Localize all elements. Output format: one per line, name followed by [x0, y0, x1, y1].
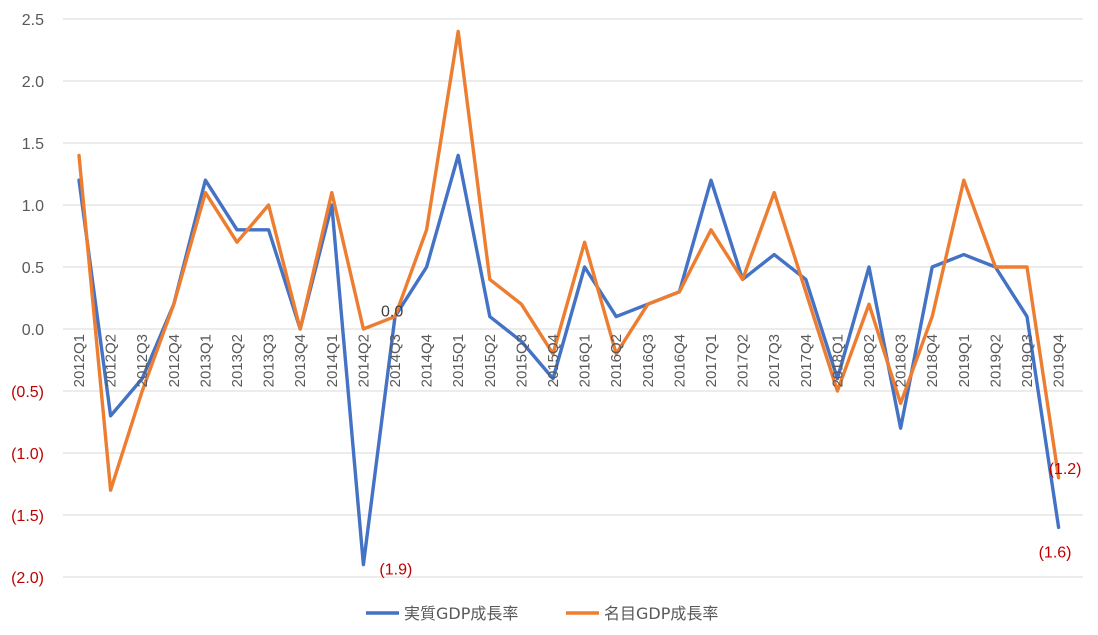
gridlines — [63, 18, 1083, 578]
y-tick-label: 0.0 — [22, 322, 44, 339]
legend-label: 実質GDP成長率 — [404, 604, 518, 623]
x-tick-label: 2015Q2 — [482, 334, 499, 387]
x-tick-label: 2014Q3 — [387, 334, 404, 387]
legend: 実質GDP成長率 名目GDP成長率 — [366, 604, 718, 623]
x-tick-label: 2013Q2 — [229, 334, 246, 387]
x-tick-label: 2018Q4 — [924, 334, 941, 387]
x-tick-label: 2013Q3 — [261, 334, 278, 387]
x-tick-label: 2017Q1 — [703, 334, 720, 387]
x-tick-label: 2013Q4 — [292, 334, 309, 387]
x-tick-label: 2016Q2 — [608, 334, 625, 387]
data-label: (1.2) — [1049, 461, 1082, 478]
data-label: 0.0 — [381, 304, 403, 321]
x-tick-label: 2012Q2 — [103, 334, 120, 387]
x-tick-label: 2014Q2 — [355, 334, 372, 387]
data-label: (1.6) — [1039, 544, 1072, 561]
x-tick-label: 2014Q4 — [419, 334, 436, 387]
x-tick-label: 2019Q4 — [1051, 334, 1068, 387]
y-tick-label: (1.0) — [11, 446, 44, 463]
y-tick-label: 1.0 — [22, 198, 44, 215]
x-tick-label: 2012Q1 — [71, 334, 88, 387]
x-tick-label: 2016Q1 — [577, 334, 594, 387]
x-tick-label: 2019Q3 — [1019, 334, 1036, 387]
x-tick-label: 2019Q1 — [956, 334, 973, 387]
x-tick-label: 2018Q2 — [861, 334, 878, 387]
series-lines — [77, 29, 1061, 567]
y-tick-label: (1.5) — [11, 508, 44, 525]
x-tick-label: 2015Q4 — [545, 334, 562, 387]
y-axis-ticks: 2.5 2.0 1.5 1.0 0.5 0.0 (0.5) (1.0) (1.5) (2.0) — [11, 12, 44, 587]
data-label: (1.9) — [379, 562, 412, 579]
series-line-real-gdp — [77, 153, 1061, 567]
y-tick-label: (0.5) — [11, 384, 44, 401]
y-tick-label: 2.5 — [22, 12, 44, 29]
y-tick-label: (2.0) — [11, 570, 44, 587]
legend-label: 名目GDP成長率 — [604, 604, 718, 623]
series-line-nominal-gdp — [77, 29, 1061, 492]
x-tick-label: 2015Q1 — [450, 334, 467, 387]
x-tick-label: 2016Q4 — [671, 334, 688, 387]
y-tick-label: 0.5 — [22, 260, 44, 277]
x-tick-label: 2017Q2 — [735, 334, 752, 387]
x-tick-label: 2018Q3 — [893, 334, 910, 387]
x-tick-label: 2016Q3 — [640, 334, 657, 387]
data-labels: (1.9) 0.0 (1.6) (1.2) — [379, 304, 1081, 579]
x-tick-label: 2015Q3 — [513, 334, 530, 387]
x-axis-ticks: 2012Q1 2012Q2 2012Q3 2012Q4 2013Q1 2013Q2 2013… — [71, 334, 1068, 387]
x-tick-label: 2017Q4 — [798, 334, 815, 387]
x-tick-label: 2017Q3 — [766, 334, 783, 387]
x-tick-label: 2014Q1 — [324, 334, 341, 387]
y-tick-label: 2.0 — [22, 74, 44, 91]
y-tick-label: 1.5 — [22, 136, 44, 153]
x-tick-label: 2013Q1 — [197, 334, 214, 387]
x-tick-label: 2012Q3 — [134, 334, 151, 387]
x-tick-label: 2019Q2 — [987, 334, 1004, 387]
x-tick-label: 2012Q4 — [166, 334, 183, 387]
x-tick-label: 2018Q1 — [829, 334, 846, 387]
